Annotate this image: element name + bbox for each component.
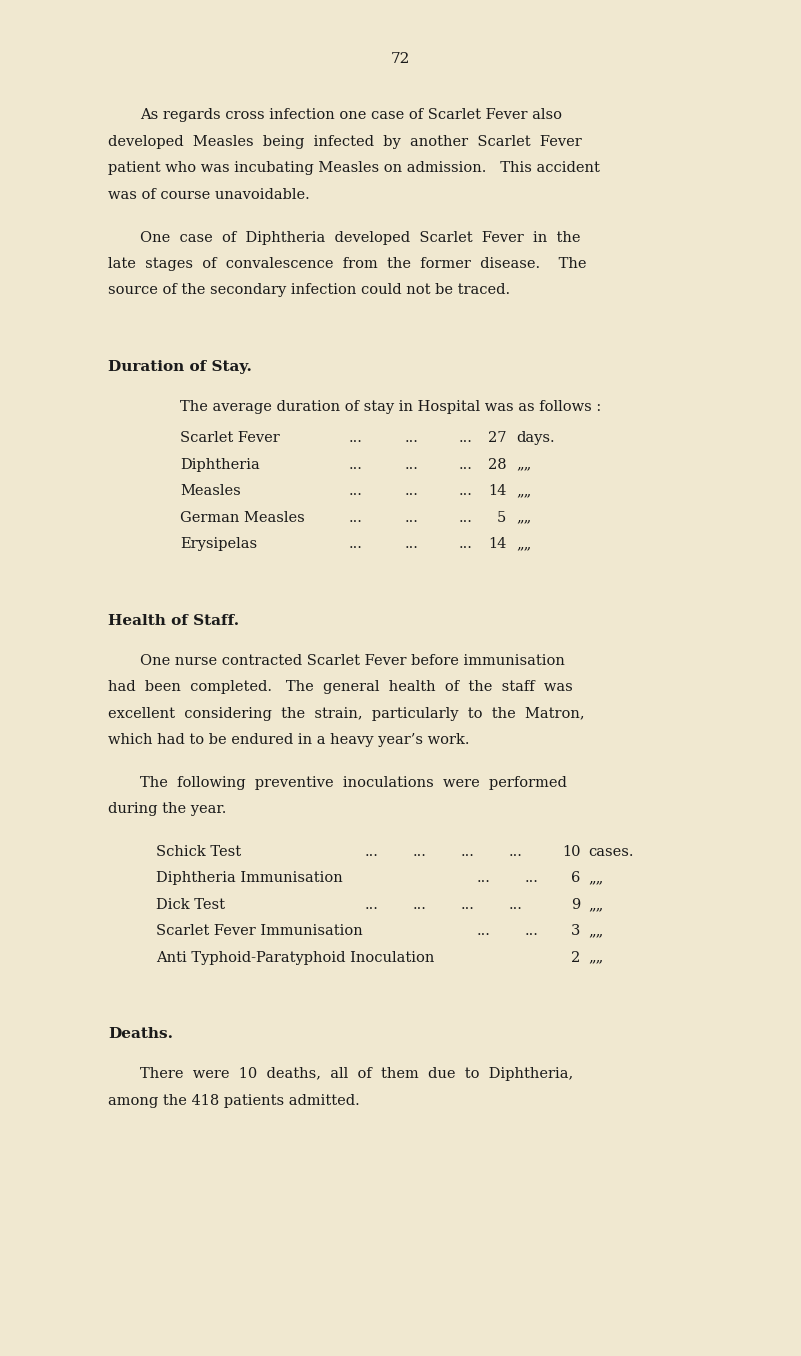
- Text: Measles: Measles: [180, 484, 241, 498]
- Text: ...: ...: [477, 925, 490, 938]
- Text: Diphtheria: Diphtheria: [180, 458, 260, 472]
- Text: ...: ...: [458, 484, 472, 498]
- Text: Deaths.: Deaths.: [108, 1028, 173, 1041]
- Text: ...: ...: [458, 537, 472, 551]
- Text: developed  Measles  being  infected  by  another  Scarlet  Fever: developed Measles being infected by anot…: [108, 136, 582, 149]
- Text: „„: „„: [589, 951, 604, 964]
- Text: 72: 72: [391, 52, 410, 65]
- Text: One nurse contracted Scarlet Fever before immunisation: One nurse contracted Scarlet Fever befor…: [140, 654, 565, 667]
- Text: 14: 14: [488, 484, 506, 498]
- Text: 27: 27: [488, 431, 506, 445]
- Text: There  were  10  deaths,  all  of  them  due  to  Diphtheria,: There were 10 deaths, all of them due to…: [140, 1067, 574, 1081]
- Text: Duration of Stay.: Duration of Stay.: [108, 359, 252, 374]
- Text: One  case  of  Diphtheria  developed  Scarlet  Fever  in  the: One case of Diphtheria developed Scarlet…: [140, 231, 581, 244]
- Text: Diphtheria Immunisation: Diphtheria Immunisation: [156, 872, 343, 885]
- Text: ...: ...: [348, 511, 362, 525]
- Text: Schick Test: Schick Test: [156, 845, 241, 858]
- Text: „„: „„: [589, 872, 604, 885]
- Text: „„: „„: [517, 458, 532, 472]
- Text: days.: days.: [517, 431, 555, 445]
- Text: ...: ...: [405, 511, 418, 525]
- Text: during the year.: during the year.: [108, 803, 227, 816]
- Text: ...: ...: [461, 898, 474, 911]
- Text: Dick Test: Dick Test: [156, 898, 225, 911]
- Text: ...: ...: [364, 898, 378, 911]
- Text: ...: ...: [458, 431, 472, 445]
- Text: ...: ...: [405, 537, 418, 551]
- Text: ...: ...: [525, 925, 538, 938]
- Text: among the 418 patients admitted.: among the 418 patients admitted.: [108, 1094, 360, 1108]
- Text: 5: 5: [497, 511, 506, 525]
- Text: patient who was incubating Measles on admission.   This accident: patient who was incubating Measles on ad…: [108, 161, 600, 175]
- Text: ...: ...: [413, 845, 426, 858]
- Text: ...: ...: [509, 845, 522, 858]
- Text: 14: 14: [488, 537, 506, 551]
- Text: „„: „„: [517, 484, 532, 498]
- Text: 6: 6: [571, 872, 581, 885]
- Text: ...: ...: [413, 898, 426, 911]
- Text: had  been  completed.   The  general  health  of  the  staff  was: had been completed. The general health o…: [108, 681, 573, 694]
- Text: As regards cross infection one case of Scarlet Fever also: As regards cross infection one case of S…: [140, 108, 562, 122]
- Text: 9: 9: [571, 898, 581, 911]
- Text: Scarlet Fever Immunisation: Scarlet Fever Immunisation: [156, 925, 363, 938]
- Text: ...: ...: [405, 431, 418, 445]
- Text: ...: ...: [509, 898, 522, 911]
- Text: source of the secondary infection could not be traced.: source of the secondary infection could …: [108, 283, 510, 297]
- Text: ...: ...: [364, 845, 378, 858]
- Text: was of course unavoidable.: was of course unavoidable.: [108, 188, 310, 202]
- Text: Health of Staff.: Health of Staff.: [108, 614, 239, 628]
- Text: The  following  preventive  inoculations  were  performed: The following preventive inoculations we…: [140, 776, 567, 789]
- Text: German Measles: German Measles: [180, 511, 305, 525]
- Text: ...: ...: [461, 845, 474, 858]
- Text: which had to be endured in a heavy year’s work.: which had to be endured in a heavy year’…: [108, 734, 469, 747]
- Text: ...: ...: [348, 431, 362, 445]
- Text: cases.: cases.: [589, 845, 634, 858]
- Text: ...: ...: [348, 484, 362, 498]
- Text: ...: ...: [348, 458, 362, 472]
- Text: 2: 2: [571, 951, 581, 964]
- Text: Scarlet Fever: Scarlet Fever: [180, 431, 280, 445]
- Text: ...: ...: [348, 537, 362, 551]
- Text: The average duration of stay in Hospital was as follows :: The average duration of stay in Hospital…: [180, 400, 602, 414]
- Text: ...: ...: [405, 484, 418, 498]
- Text: „„: „„: [517, 537, 532, 551]
- Text: 10: 10: [562, 845, 581, 858]
- Text: Erysipelas: Erysipelas: [180, 537, 257, 551]
- Text: „„: „„: [589, 925, 604, 938]
- Text: ...: ...: [525, 872, 538, 885]
- Text: ...: ...: [458, 458, 472, 472]
- Text: excellent  considering  the  strain,  particularly  to  the  Matron,: excellent considering the strain, partic…: [108, 706, 585, 720]
- Text: ...: ...: [405, 458, 418, 472]
- Text: 3: 3: [571, 925, 581, 938]
- Text: Anti Typhoid-Paratyphoid Inoculation: Anti Typhoid-Paratyphoid Inoculation: [156, 951, 435, 964]
- Text: late  stages  of  convalescence  from  the  former  disease.    The: late stages of convalescence from the fo…: [108, 256, 586, 271]
- Text: 28: 28: [488, 458, 506, 472]
- Text: „„: „„: [517, 511, 532, 525]
- Text: ...: ...: [458, 511, 472, 525]
- Text: „„: „„: [589, 898, 604, 911]
- Text: ...: ...: [477, 872, 490, 885]
